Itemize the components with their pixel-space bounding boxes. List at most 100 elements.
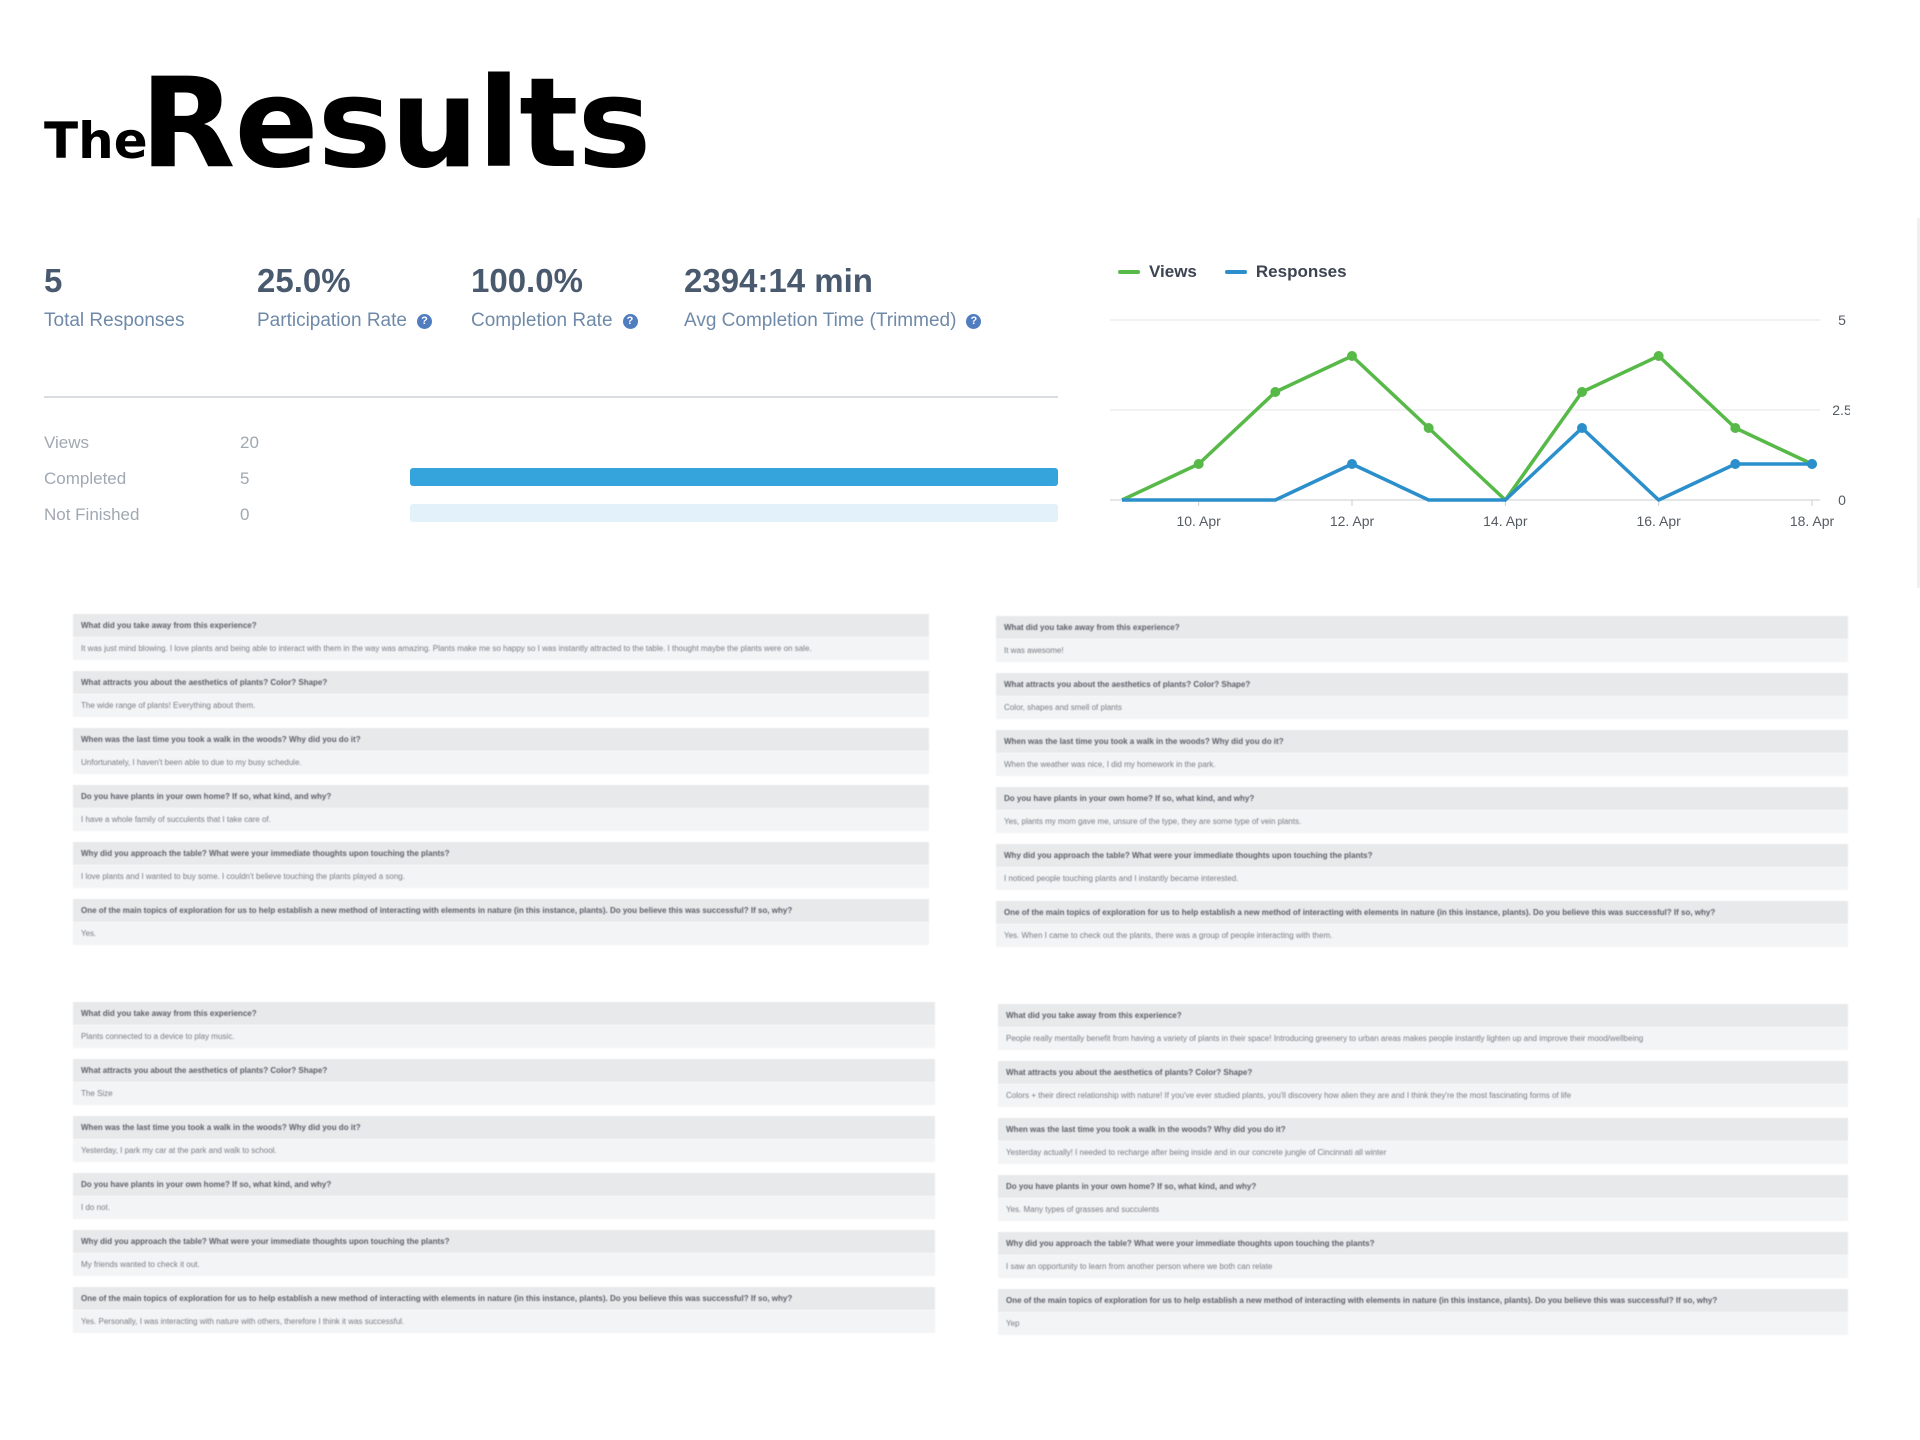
question-answer: Yes. Many types of grasses and succulent… bbox=[998, 1198, 1848, 1221]
question-answer: Plants connected to a device to play mus… bbox=[73, 1025, 935, 1048]
stat-label: Completion Rate bbox=[471, 310, 613, 331]
help-icon[interactable]: ? bbox=[966, 313, 982, 329]
question-block: What did you take away from this experie… bbox=[996, 616, 1848, 662]
question-title: Do you have plants in your own home? If … bbox=[73, 1173, 935, 1196]
row-value: 20 bbox=[240, 433, 259, 452]
question-block: Why did you approach the table? What wer… bbox=[73, 1230, 935, 1276]
question-block: When was the last time you took a walk i… bbox=[73, 1116, 935, 1162]
stat-value: 2394:14 min bbox=[684, 262, 873, 299]
stat-participation-rate: 25.0% Participation Rate? bbox=[257, 262, 432, 332]
stat-avg-completion-time: 2394:14 min Avg Completion Time (Trimmed… bbox=[684, 262, 982, 332]
legend-responses[interactable]: Responses bbox=[1224, 262, 1347, 282]
question-block: What attracts you about the aesthetics o… bbox=[996, 673, 1848, 719]
heading-prefix: The bbox=[44, 112, 148, 170]
question-answer: People really mentally benefit from havi… bbox=[998, 1027, 1848, 1050]
data-point-views bbox=[1423, 423, 1434, 433]
question-answer: Unfortunately, I haven't been able to du… bbox=[73, 751, 929, 774]
question-answer: The wide range of plants! Everything abo… bbox=[73, 694, 929, 717]
question-title: One of the main topics of exploration fo… bbox=[998, 1289, 1848, 1312]
question-block: What did you take away from this experie… bbox=[73, 614, 929, 660]
chart-legend: Views Responses bbox=[1118, 262, 1347, 282]
question-block: One of the main topics of exploration fo… bbox=[73, 899, 929, 945]
question-block: What attracts you about the aesthetics o… bbox=[998, 1061, 1848, 1107]
views-responses-line-chart: 0 2.5 5 10. Apr 12. Apr 14. Apr 16. Apr 18. Apr bbox=[1110, 312, 1850, 529]
not-finished-progress-bar bbox=[410, 504, 1058, 522]
question-answer: Yes, plants my mom gave me, unsure of th… bbox=[996, 810, 1848, 833]
question-answer: I love plants and I wanted to buy some. … bbox=[73, 865, 929, 888]
question-answer: I noticed people touching plants and I i… bbox=[996, 867, 1848, 890]
stat-value: 5 bbox=[44, 262, 63, 299]
y-tick-label: 5 bbox=[1838, 312, 1846, 328]
stat-label: Avg Completion Time (Trimmed) bbox=[684, 310, 957, 331]
question-answer: My friends wanted to check it out. bbox=[73, 1253, 935, 1276]
question-answer: It was just mind blowing. I love plants … bbox=[73, 637, 929, 660]
x-tick-label: 16. Apr bbox=[1636, 513, 1681, 529]
question-title: Why did you approach the table? What wer… bbox=[996, 844, 1848, 867]
row-value: 5 bbox=[240, 469, 250, 488]
help-icon[interactable]: ? bbox=[416, 313, 432, 329]
question-answer: Yes. bbox=[73, 922, 929, 945]
stat-label: Participation Rate bbox=[257, 310, 407, 331]
heading-title: Results bbox=[140, 52, 651, 196]
scrollbar[interactable] bbox=[1917, 218, 1920, 588]
data-point-responses bbox=[1730, 459, 1741, 469]
question-title: One of the main topics of exploration fo… bbox=[73, 1287, 935, 1310]
y-tick-label: 2.5 bbox=[1832, 402, 1850, 418]
series-line-views bbox=[1121, 354, 1813, 502]
legend-label: Views bbox=[1149, 262, 1197, 281]
question-block: Why did you approach the table? What wer… bbox=[73, 842, 929, 888]
question-block: Do you have plants in your own home? If … bbox=[996, 787, 1848, 833]
question-answer: Yes. Personally, I was interacting with … bbox=[73, 1310, 935, 1333]
stat-label: Total Responses bbox=[44, 310, 185, 331]
x-tick-label: 10. Apr bbox=[1176, 513, 1221, 529]
legend-views[interactable]: Views bbox=[1118, 262, 1197, 282]
question-answer: Colors + their direct relationship with … bbox=[998, 1084, 1848, 1107]
question-answer: Color, shapes and smell of plants bbox=[996, 696, 1848, 719]
row-value: 0 bbox=[240, 505, 250, 524]
data-point-views bbox=[1577, 387, 1587, 397]
question-title: What did you take away from this experie… bbox=[73, 614, 929, 637]
question-block: One of the main topics of exploration fo… bbox=[996, 901, 1848, 947]
question-answer: The Size bbox=[73, 1082, 935, 1105]
question-title: What attracts you about the aesthetics o… bbox=[73, 671, 929, 694]
divider bbox=[44, 396, 1058, 398]
question-answer: Yes. When I came to check out the plants… bbox=[996, 924, 1848, 947]
help-icon[interactable]: ? bbox=[622, 313, 638, 329]
question-title: One of the main topics of exploration fo… bbox=[996, 901, 1848, 924]
completed-bar-track bbox=[410, 468, 1058, 486]
question-title: What did you take away from this experie… bbox=[996, 616, 1848, 639]
response-panel: What did you take away from this experie… bbox=[998, 1004, 1848, 1346]
response-panel: What did you take away from this experie… bbox=[73, 614, 929, 956]
question-answer: I do not. bbox=[73, 1196, 935, 1219]
question-title: When was the last time you took a walk i… bbox=[73, 728, 929, 751]
question-title: What did you take away from this experie… bbox=[998, 1004, 1848, 1027]
stat-value: 25.0% bbox=[257, 262, 351, 299]
question-answer: I saw an opportunity to learn from anoth… bbox=[998, 1255, 1848, 1278]
question-block: What attracts you about the aesthetics o… bbox=[73, 671, 929, 717]
stat-completion-rate: 100.0% Completion Rate? bbox=[471, 262, 638, 332]
question-block: When was the last time you took a walk i… bbox=[996, 730, 1848, 776]
question-block: Why did you approach the table? What wer… bbox=[996, 844, 1848, 890]
question-title: What did you take away from this experie… bbox=[73, 1002, 935, 1025]
question-title: Why did you approach the table? What wer… bbox=[73, 842, 929, 865]
question-title: What attracts you about the aesthetics o… bbox=[998, 1061, 1848, 1084]
completed-progress-bar bbox=[410, 468, 1058, 486]
data-point-views bbox=[1653, 351, 1664, 361]
stat-total-responses: 5 Total Responses bbox=[44, 262, 184, 332]
question-block: One of the main topics of exploration fo… bbox=[73, 1287, 935, 1333]
x-tick-label: 12. Apr bbox=[1330, 513, 1375, 529]
row-label: Views bbox=[44, 433, 90, 452]
data-point-views bbox=[1347, 351, 1357, 361]
data-point-responses bbox=[1347, 459, 1357, 469]
question-title: Do you have plants in your own home? If … bbox=[996, 787, 1848, 810]
question-block: What did you take away from this experie… bbox=[998, 1004, 1848, 1050]
question-answer: It was awesome! bbox=[996, 639, 1848, 662]
stat-value: 100.0% bbox=[471, 262, 583, 299]
data-point-responses bbox=[1807, 459, 1817, 469]
responses-swatch-icon bbox=[1224, 270, 1247, 274]
question-title: Do you have plants in your own home? If … bbox=[998, 1175, 1848, 1198]
y-tick-label: 0 bbox=[1838, 492, 1846, 508]
question-block: One of the main topics of exploration fo… bbox=[998, 1289, 1848, 1335]
question-block: What attracts you about the aesthetics o… bbox=[73, 1059, 935, 1105]
x-tick-label: 14. Apr bbox=[1483, 513, 1528, 529]
